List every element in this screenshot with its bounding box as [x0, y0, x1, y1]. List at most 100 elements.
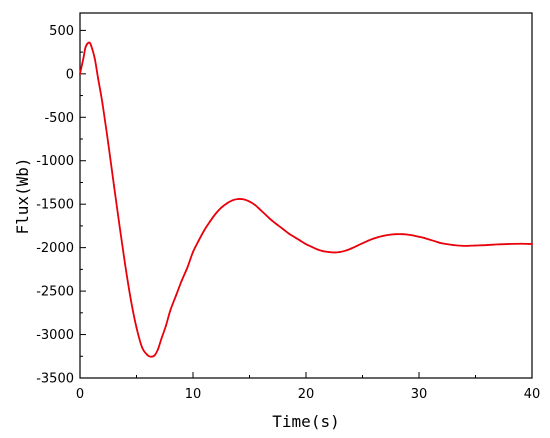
flux-data-point — [113, 184, 115, 186]
flux-data-point — [406, 233, 409, 236]
flux-data-point — [322, 250, 324, 253]
flux-data-point — [293, 236, 296, 239]
flux-data-point — [531, 243, 533, 245]
flux-data-point — [372, 237, 375, 240]
y-tick-label: -3000 — [36, 328, 74, 343]
flux-data-point — [118, 225, 121, 227]
flux-data-point — [259, 209, 262, 212]
flux-data-point — [254, 204, 257, 206]
flux-data-point — [310, 245, 313, 248]
flux-data-point — [93, 57, 96, 60]
y-tick-label: -1500 — [36, 198, 74, 213]
x-tick-label: 40 — [524, 387, 541, 402]
x-tick-label: 10 — [185, 387, 202, 402]
flux-data-point — [305, 243, 307, 246]
flux-data-point — [361, 242, 364, 245]
flux-data-point — [485, 244, 488, 246]
flux-data-point — [395, 233, 398, 236]
flux-data-point — [192, 251, 194, 253]
flux-data-point — [203, 229, 206, 232]
flux-data-point — [440, 242, 443, 245]
flux-data-point — [327, 251, 330, 253]
flux-data-point — [265, 214, 268, 217]
flux-data-point — [209, 220, 211, 223]
y-tick-label: -1000 — [36, 154, 74, 169]
y-tick-label: 0 — [66, 67, 74, 82]
flux-data-point — [384, 234, 386, 237]
flux-data-point — [316, 248, 319, 251]
x-tick-label: 20 — [298, 387, 315, 402]
flux-data-point — [344, 249, 347, 252]
x-tick-label: 30 — [411, 387, 428, 402]
flux-data-point — [508, 243, 511, 245]
y-tick-label: -2500 — [36, 285, 74, 300]
flux-data-point — [350, 247, 353, 250]
flux-data-point — [160, 337, 163, 340]
flux-data-point — [412, 234, 415, 237]
plot-frame — [79, 12, 533, 379]
flux-data-point — [226, 202, 228, 205]
flux-data-point — [101, 103, 104, 106]
flux-data-point — [237, 198, 240, 200]
flux-data-point — [333, 251, 336, 254]
flux-data-point — [355, 245, 358, 247]
flux-data-point — [107, 142, 110, 145]
flux-data-point — [220, 206, 223, 209]
flux-data-point — [367, 239, 370, 242]
series-layer — [79, 41, 533, 358]
flux-data-point — [84, 45, 87, 48]
x-tick-label: 0 — [76, 387, 84, 402]
flux-data-point — [82, 57, 85, 60]
flux-data-point — [164, 324, 167, 327]
flux-data-point — [197, 239, 200, 242]
flux-data-point — [214, 212, 217, 215]
flux-data-point — [157, 348, 159, 351]
flux-data-point — [141, 346, 144, 349]
flux-data-point — [175, 294, 177, 297]
flux-data-point — [339, 251, 341, 253]
flux-data-point — [79, 72, 81, 75]
flux-data-point — [401, 233, 403, 236]
flux-data-point — [288, 232, 290, 235]
y-tick-label: -3500 — [36, 372, 74, 387]
flux-data-point — [248, 200, 251, 203]
x-axis-ticks: 0 10 20 30 40 — [76, 372, 540, 402]
flux-data-point — [389, 233, 392, 236]
flux-data-point — [429, 238, 432, 241]
flux-data-point — [135, 326, 138, 329]
flux-data-point — [282, 228, 285, 231]
flux-data-point — [150, 355, 153, 358]
flux-data-point — [519, 242, 522, 245]
flux-data-point — [497, 243, 499, 246]
flux-data-point — [418, 235, 420, 238]
y-tick-label: 500 — [49, 24, 74, 39]
flux-series-line — [79, 41, 533, 358]
x-axis-title: Time(s) — [272, 412, 339, 431]
flux-data-point — [299, 239, 302, 242]
flux-data-point — [276, 224, 279, 226]
flux-data-point — [180, 279, 183, 282]
y-axis-title: Flux(Wb) — [13, 157, 32, 234]
flux-data-point — [452, 244, 454, 246]
flux-data-point — [271, 219, 273, 222]
flux-data-point — [378, 235, 381, 238]
flux-data-point — [423, 237, 426, 239]
flux-data-point — [90, 45, 93, 47]
flux-data-point — [146, 354, 149, 357]
y-tick-label: -500 — [44, 111, 74, 126]
flux-data-point — [169, 309, 172, 312]
flux-data-point — [242, 198, 245, 201]
y-tick-label: -2000 — [36, 241, 74, 256]
y-axis-ticks: 500 0 -500 -1000 -1500 -2000 -2500 -3000 -3500 — [36, 24, 86, 387]
flux-data-point — [463, 245, 466, 247]
flux-data-point — [153, 354, 156, 357]
flux-data-point — [88, 41, 90, 44]
flux-data-point — [186, 266, 189, 269]
flux-data-point — [97, 77, 99, 80]
flux-data-point — [435, 240, 437, 243]
flux-data-point — [124, 264, 127, 266]
flux-data-point — [129, 298, 132, 301]
flux-data-point — [474, 244, 477, 247]
flux-data-point — [231, 199, 234, 202]
